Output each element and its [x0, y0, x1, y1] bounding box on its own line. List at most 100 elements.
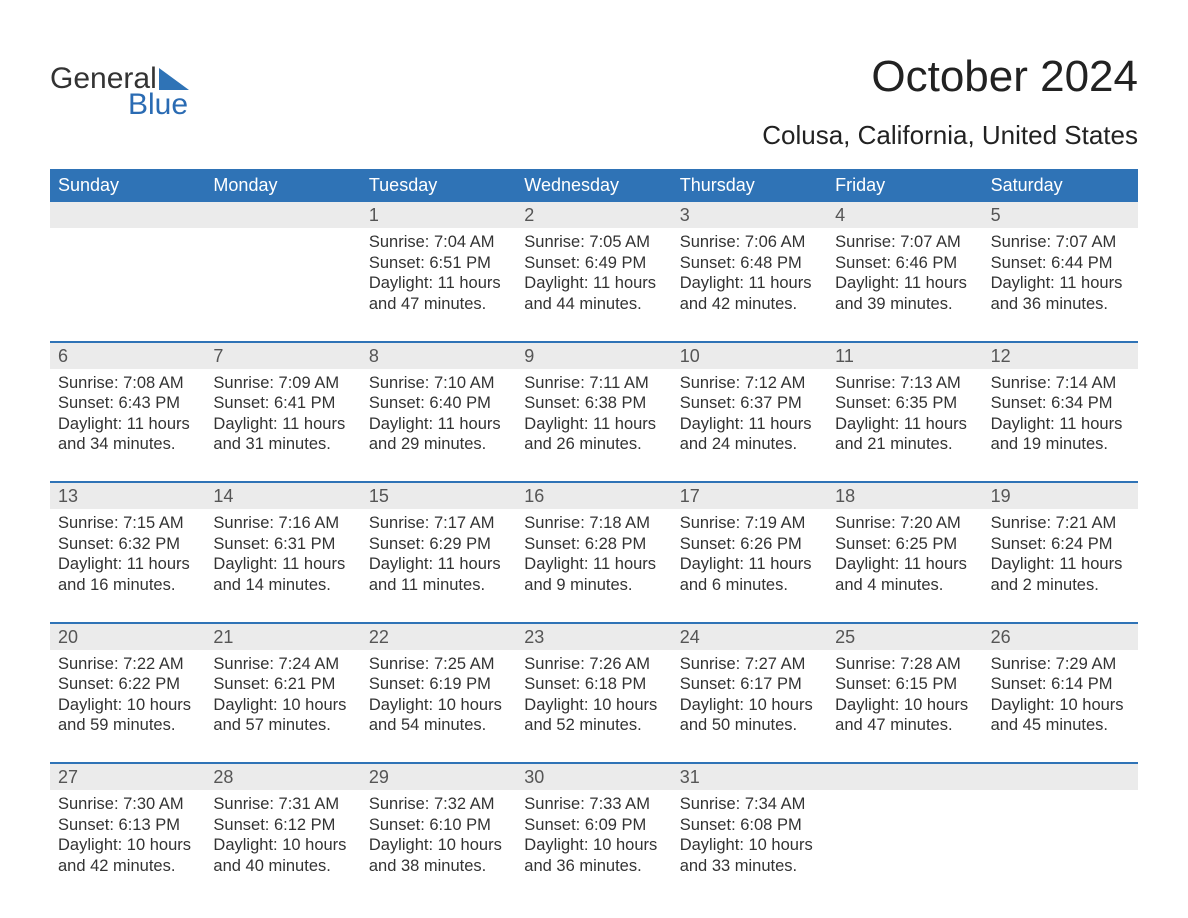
sunset-text: Sunset: 6:44 PM [991, 253, 1130, 274]
weeks-container: 12345Sunrise: 7:04 AMSunset: 6:51 PMDayl… [50, 202, 1138, 903]
day-cell: Sunrise: 7:07 AMSunset: 6:44 PMDaylight:… [983, 228, 1138, 341]
daylight-text-line2: and 11 minutes. [369, 575, 508, 596]
daylight-text-line2: and 47 minutes. [369, 294, 508, 315]
daylight-text-line1: Daylight: 11 hours [680, 273, 819, 294]
day-cell: Sunrise: 7:34 AMSunset: 6:08 PMDaylight:… [672, 790, 827, 903]
day-cell: Sunrise: 7:10 AMSunset: 6:40 PMDaylight:… [361, 369, 516, 482]
sunrise-text: Sunrise: 7:26 AM [524, 654, 663, 675]
day-cell: Sunrise: 7:27 AMSunset: 6:17 PMDaylight:… [672, 650, 827, 763]
day-number: 5 [983, 202, 1138, 228]
day-cell: Sunrise: 7:07 AMSunset: 6:46 PMDaylight:… [827, 228, 982, 341]
sunset-text: Sunset: 6:17 PM [680, 674, 819, 695]
day-cell [827, 790, 982, 903]
day-cell: Sunrise: 7:12 AMSunset: 6:37 PMDaylight:… [672, 369, 827, 482]
sunrise-text: Sunrise: 7:20 AM [835, 513, 974, 534]
sunset-text: Sunset: 6:19 PM [369, 674, 508, 695]
daylight-text-line1: Daylight: 10 hours [680, 695, 819, 716]
day-cell: Sunrise: 7:32 AMSunset: 6:10 PMDaylight:… [361, 790, 516, 903]
sunrise-text: Sunrise: 7:13 AM [835, 373, 974, 394]
daylight-text-line2: and 9 minutes. [524, 575, 663, 596]
sunset-text: Sunset: 6:28 PM [524, 534, 663, 555]
day-number [50, 202, 205, 228]
day-number: 14 [205, 483, 360, 509]
daylight-text-line1: Daylight: 11 hours [991, 554, 1130, 575]
day-cell: Sunrise: 7:17 AMSunset: 6:29 PMDaylight:… [361, 509, 516, 622]
sunrise-text: Sunrise: 7:11 AM [524, 373, 663, 394]
daylight-text-line2: and 6 minutes. [680, 575, 819, 596]
sunrise-text: Sunrise: 7:21 AM [991, 513, 1130, 534]
day-cell: Sunrise: 7:11 AMSunset: 6:38 PMDaylight:… [516, 369, 671, 482]
day-number: 31 [672, 764, 827, 790]
daylight-text-line2: and 59 minutes. [58, 715, 197, 736]
daylight-text-line2: and 14 minutes. [213, 575, 352, 596]
sunrise-text: Sunrise: 7:10 AM [369, 373, 508, 394]
daylight-text-line2: and 26 minutes. [524, 434, 663, 455]
sunrise-text: Sunrise: 7:06 AM [680, 232, 819, 253]
daylight-text-line1: Daylight: 11 hours [213, 554, 352, 575]
sunset-text: Sunset: 6:43 PM [58, 393, 197, 414]
sunrise-text: Sunrise: 7:14 AM [991, 373, 1130, 394]
day-cell: Sunrise: 7:24 AMSunset: 6:21 PMDaylight:… [205, 650, 360, 763]
sunrise-text: Sunrise: 7:18 AM [524, 513, 663, 534]
sunrise-text: Sunrise: 7:04 AM [369, 232, 508, 253]
sunset-text: Sunset: 6:41 PM [213, 393, 352, 414]
day-cell: Sunrise: 7:14 AMSunset: 6:34 PMDaylight:… [983, 369, 1138, 482]
day-number [205, 202, 360, 228]
sunrise-text: Sunrise: 7:34 AM [680, 794, 819, 815]
day-cell: Sunrise: 7:31 AMSunset: 6:12 PMDaylight:… [205, 790, 360, 903]
day-number: 10 [672, 343, 827, 369]
weekday-header: Friday [827, 169, 982, 202]
daylight-text-line2: and 44 minutes. [524, 294, 663, 315]
daylight-text-line2: and 24 minutes. [680, 434, 819, 455]
sunrise-text: Sunrise: 7:12 AM [680, 373, 819, 394]
daylight-text-line2: and 29 minutes. [369, 434, 508, 455]
daylight-text-line1: Daylight: 10 hours [369, 695, 508, 716]
sunrise-text: Sunrise: 7:32 AM [369, 794, 508, 815]
daylight-text-line2: and 34 minutes. [58, 434, 197, 455]
day-cell: Sunrise: 7:29 AMSunset: 6:14 PMDaylight:… [983, 650, 1138, 763]
sunset-text: Sunset: 6:40 PM [369, 393, 508, 414]
sunrise-text: Sunrise: 7:19 AM [680, 513, 819, 534]
day-number: 24 [672, 624, 827, 650]
daylight-text-line2: and 42 minutes. [58, 856, 197, 877]
daylight-text-line2: and 21 minutes. [835, 434, 974, 455]
day-cell: Sunrise: 7:28 AMSunset: 6:15 PMDaylight:… [827, 650, 982, 763]
sunset-text: Sunset: 6:26 PM [680, 534, 819, 555]
daylight-text-line2: and 45 minutes. [991, 715, 1130, 736]
calendar-week: 12345Sunrise: 7:04 AMSunset: 6:51 PMDayl… [50, 202, 1138, 341]
sunset-text: Sunset: 6:37 PM [680, 393, 819, 414]
daylight-text-line1: Daylight: 11 hours [991, 414, 1130, 435]
daylight-text-line1: Daylight: 11 hours [213, 414, 352, 435]
sunset-text: Sunset: 6:10 PM [369, 815, 508, 836]
daylight-text-line2: and 16 minutes. [58, 575, 197, 596]
weekday-header: Tuesday [361, 169, 516, 202]
day-number: 27 [50, 764, 205, 790]
daylight-text-line1: Daylight: 10 hours [213, 695, 352, 716]
daylight-text-line2: and 36 minutes. [524, 856, 663, 877]
sunset-text: Sunset: 6:38 PM [524, 393, 663, 414]
calendar-week: 20212223242526Sunrise: 7:22 AMSunset: 6:… [50, 622, 1138, 763]
daylight-text-line1: Daylight: 11 hours [524, 273, 663, 294]
day-number: 6 [50, 343, 205, 369]
sunset-text: Sunset: 6:29 PM [369, 534, 508, 555]
day-cell: Sunrise: 7:08 AMSunset: 6:43 PMDaylight:… [50, 369, 205, 482]
calendar-header-row: Sunday Monday Tuesday Wednesday Thursday… [50, 169, 1138, 202]
daylight-text-line2: and 19 minutes. [991, 434, 1130, 455]
day-number: 21 [205, 624, 360, 650]
sunset-text: Sunset: 6:21 PM [213, 674, 352, 695]
sunrise-text: Sunrise: 7:07 AM [835, 232, 974, 253]
day-cell: Sunrise: 7:15 AMSunset: 6:32 PMDaylight:… [50, 509, 205, 622]
daylight-text-line1: Daylight: 11 hours [680, 554, 819, 575]
sunrise-text: Sunrise: 7:15 AM [58, 513, 197, 534]
sunset-text: Sunset: 6:24 PM [991, 534, 1130, 555]
daylight-text-line1: Daylight: 11 hours [369, 273, 508, 294]
day-number: 4 [827, 202, 982, 228]
day-number: 16 [516, 483, 671, 509]
daynum-row: 2728293031 [50, 764, 1138, 790]
day-number: 20 [50, 624, 205, 650]
daylight-text-line1: Daylight: 11 hours [835, 273, 974, 294]
logo-text-blue: Blue [128, 90, 189, 120]
weekday-header: Monday [205, 169, 360, 202]
sunrise-text: Sunrise: 7:28 AM [835, 654, 974, 675]
daylight-text-line1: Daylight: 11 hours [835, 414, 974, 435]
